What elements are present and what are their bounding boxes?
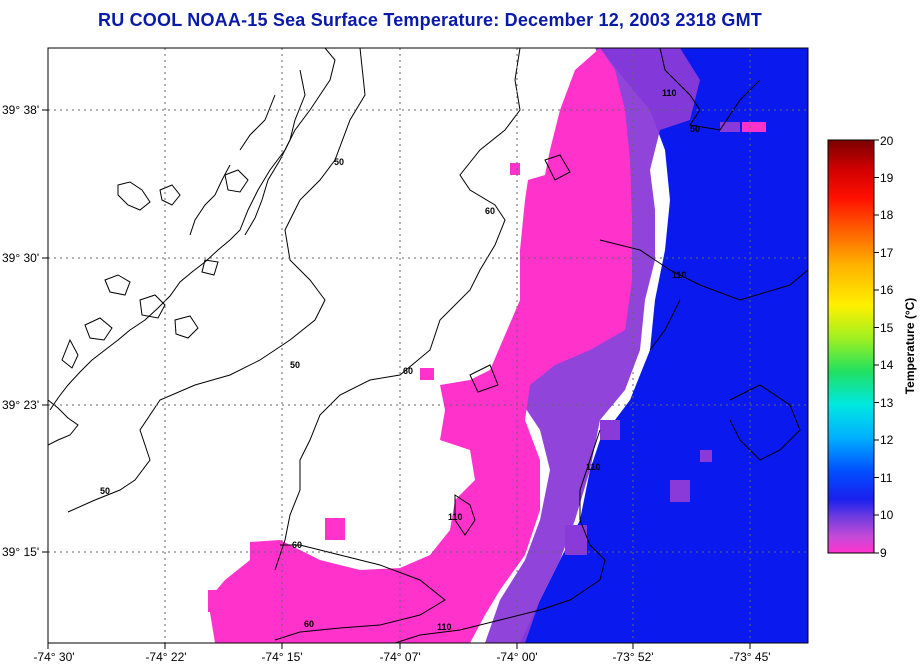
mid-pixel bbox=[700, 450, 712, 462]
contour-50 bbox=[67, 48, 366, 513]
lon-tick-label: -74° 07' bbox=[379, 650, 420, 664]
colorbar-tick-label: 13 bbox=[880, 396, 894, 410]
contour-label: 110 bbox=[586, 462, 601, 472]
colorbar-tick-label: 12 bbox=[880, 433, 894, 447]
colorbar-tick-label: 20 bbox=[880, 134, 894, 148]
warm-pixel bbox=[510, 163, 520, 175]
lon-tick-label: -74° 22' bbox=[145, 650, 186, 664]
colorbar-tick-label: 14 bbox=[880, 358, 894, 372]
warm-pixel bbox=[208, 590, 222, 612]
lon-tick-label: -74° 30' bbox=[33, 650, 74, 664]
mid-pixel bbox=[670, 480, 690, 502]
lon-tick-label: -73° 52' bbox=[612, 650, 653, 664]
contour-label: 110 bbox=[448, 512, 463, 522]
lat-tick-label: 39° 38' bbox=[2, 103, 39, 117]
warm-water-region bbox=[208, 48, 632, 643]
warm-pixel bbox=[420, 368, 434, 380]
contour-110 bbox=[394, 48, 808, 643]
colorbar-tick-label: 10 bbox=[880, 508, 894, 522]
colorbar-tick-label: 19 bbox=[880, 171, 894, 185]
contour-110-loop bbox=[454, 154, 571, 536]
warm-pixel bbox=[325, 518, 345, 540]
contour-60 bbox=[274, 48, 521, 571]
warm-pixel bbox=[742, 122, 766, 132]
contour-label: 60 bbox=[304, 619, 314, 629]
lat-tick-label: 39° 15' bbox=[2, 545, 39, 559]
map-frame bbox=[47, 47, 809, 644]
colorbar-tick-label: 9 bbox=[880, 546, 887, 560]
contour-label: 110 bbox=[437, 622, 452, 632]
cold-water-region bbox=[520, 48, 808, 643]
lat-tick-label: 39° 23' bbox=[2, 398, 39, 412]
bay-shoreline bbox=[189, 69, 306, 236]
lon-tick-label: -74° 00' bbox=[496, 650, 537, 664]
contour-label: 60 bbox=[403, 366, 413, 376]
contour-label: 50 bbox=[334, 157, 344, 167]
bay-islands bbox=[61, 169, 249, 369]
colorbar-label: Temperature (°C) bbox=[903, 298, 917, 395]
map-tick-marks bbox=[42, 109, 751, 649]
colorbar-tick-label: 17 bbox=[880, 246, 894, 260]
mid-pixel bbox=[565, 525, 587, 555]
lon-tick-label: -74° 15' bbox=[261, 650, 302, 664]
contour-label: 110 bbox=[662, 88, 677, 98]
contour-label: 110 bbox=[672, 270, 687, 280]
mid-pixel bbox=[720, 122, 740, 132]
map-grid bbox=[48, 48, 808, 643]
shore-lower bbox=[48, 399, 79, 446]
mid-pixel bbox=[600, 420, 620, 440]
contour-label: 50 bbox=[690, 124, 700, 134]
contour-label: 60 bbox=[292, 540, 302, 550]
map-title: RU COOL NOAA-15 Sea Surface Temperature:… bbox=[98, 10, 762, 30]
colorbar-tick-label: 15 bbox=[880, 321, 894, 335]
lon-tick-label: -73° 45' bbox=[729, 650, 770, 664]
colorbar-tick-label: 11 bbox=[880, 471, 893, 485]
colorbar-tick-label: 16 bbox=[880, 283, 894, 297]
contour-label: 60 bbox=[485, 206, 495, 216]
contour-label: 50 bbox=[290, 360, 300, 370]
colorbar-ticks bbox=[874, 139, 879, 554]
contour-label: 50 bbox=[100, 486, 110, 496]
contour-60-south bbox=[274, 544, 446, 641]
lat-tick-label: 39° 30' bbox=[2, 251, 39, 265]
warm-pixel bbox=[495, 390, 507, 402]
colorbar-tick-label: 18 bbox=[880, 208, 894, 222]
colorbar bbox=[827, 139, 875, 554]
